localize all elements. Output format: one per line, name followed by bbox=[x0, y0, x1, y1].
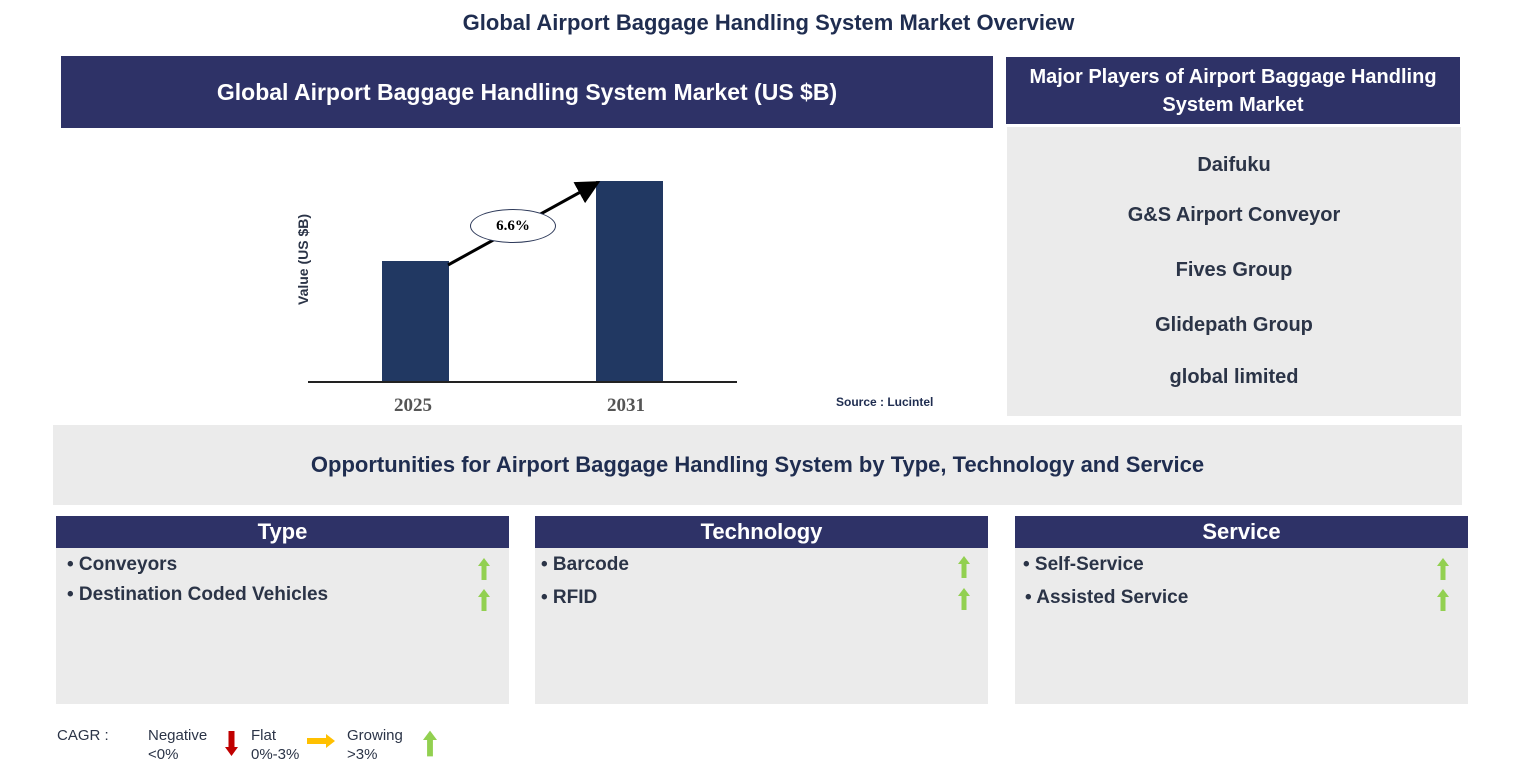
legend-growing-name: Growing bbox=[347, 727, 403, 744]
bar-2025 bbox=[382, 261, 449, 381]
segment-technology: Technology • Barcode • RFID bbox=[535, 516, 988, 704]
player-item: Glidepath Group bbox=[1155, 314, 1313, 336]
growing-arrow-icon bbox=[1437, 558, 1449, 580]
negative-arrow-icon bbox=[225, 731, 238, 756]
opportunities-banner: Opportunities for Airport Baggage Handli… bbox=[53, 425, 1462, 505]
segment-item: • Destination Coded Vehicles bbox=[67, 584, 329, 605]
segment-type: Type • Conveyors • Destination Coded Veh… bbox=[56, 516, 509, 704]
players-list: Daifuku G&S Airport Conveyor Fives Group… bbox=[1007, 127, 1461, 416]
growing-arrow-icon bbox=[478, 558, 490, 580]
bar-2031 bbox=[596, 181, 663, 381]
chart-header: Global Airport Baggage Handling System M… bbox=[61, 56, 993, 128]
player-item: Fives Group bbox=[1175, 259, 1293, 281]
segment-header: Service bbox=[1015, 516, 1468, 548]
flat-arrow-icon bbox=[307, 734, 335, 748]
player-item: G&S Airport Conveyor bbox=[1127, 204, 1341, 226]
segment-item: • Barcode bbox=[541, 554, 629, 575]
y-axis-label: Value (US $B) bbox=[295, 213, 311, 305]
source-note: Source : Lucintel bbox=[836, 395, 934, 409]
legend-flat: Flat 0%-3% bbox=[251, 726, 299, 764]
legend-negative-range: <0% bbox=[148, 746, 179, 763]
x-tick-2031: 2031 bbox=[607, 395, 645, 416]
legend-label: CAGR : bbox=[57, 727, 109, 744]
legend-growing-range: >3% bbox=[347, 746, 378, 763]
x-tick-2025: 2025 bbox=[394, 395, 432, 416]
legend-negative-name: Negative bbox=[148, 727, 208, 744]
legend-negative: Negative <0% bbox=[148, 726, 207, 764]
legend-growing: Growing >3% bbox=[347, 726, 403, 764]
legend-flat-name: Flat bbox=[251, 727, 277, 744]
segment-body: • Barcode • RFID bbox=[535, 548, 988, 704]
growing-arrow-icon bbox=[958, 588, 970, 610]
segment-service: Service • Self-Service • Assisted Servic… bbox=[1015, 516, 1468, 704]
page-title: Global Airport Baggage Handling System M… bbox=[462, 10, 1075, 35]
segment-item: • RFID bbox=[541, 587, 598, 608]
growing-arrow-icon bbox=[478, 589, 490, 611]
segment-body: • Conveyors • Destination Coded Vehicles bbox=[56, 548, 509, 704]
segment-header: Type bbox=[56, 516, 509, 548]
segment-item: • Assisted Service bbox=[1025, 587, 1189, 608]
x-axis-line bbox=[308, 381, 737, 383]
segment-body: • Self-Service • Assisted Service bbox=[1015, 548, 1468, 704]
segment-item: • Conveyors bbox=[67, 554, 178, 575]
player-item: Daifuku bbox=[1197, 154, 1271, 176]
segment-header: Technology bbox=[535, 516, 988, 548]
growing-arrow-icon bbox=[423, 730, 437, 757]
segment-item: • Self-Service bbox=[1023, 554, 1144, 575]
legend-flat-range: 0%-3% bbox=[251, 746, 300, 763]
growing-arrow-icon bbox=[958, 556, 970, 578]
players-header: Major Players of Airport Baggage Handlin… bbox=[1006, 57, 1460, 124]
growing-arrow-icon bbox=[1437, 589, 1449, 611]
player-item: global limited bbox=[1169, 366, 1299, 388]
cagr-label: 6.6% bbox=[470, 209, 556, 243]
